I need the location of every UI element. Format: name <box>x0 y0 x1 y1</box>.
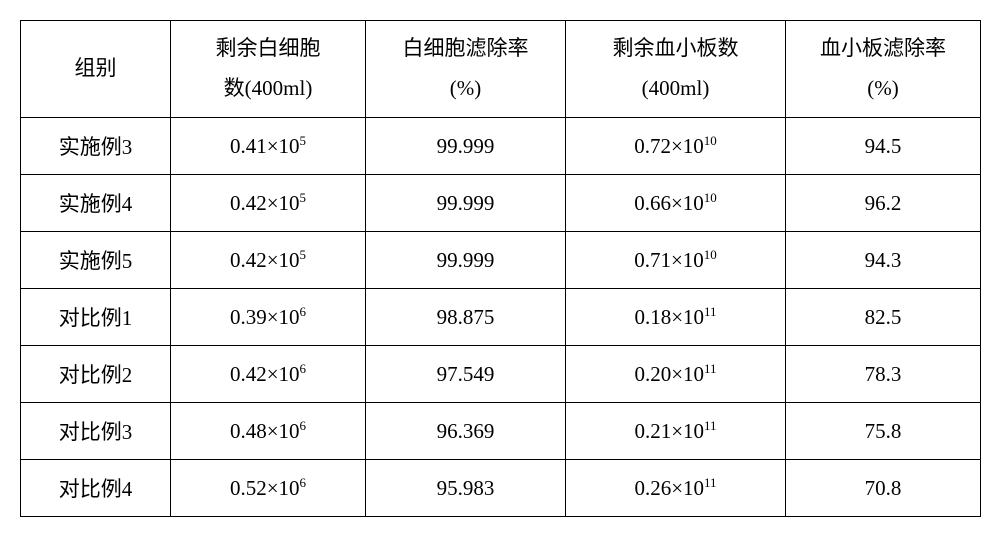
col-header-residual-wbc: 剩余白细胞 数(400ml) <box>171 21 366 118</box>
col-header-residual-platelet: 剩余血小板数 (400ml) <box>566 21 786 118</box>
col-header-line2: (400ml) <box>642 76 710 100</box>
cell-wbc-removal: 95.983 <box>366 460 566 517</box>
cell-group-label: 实施例5 <box>21 232 171 289</box>
cell-residual-platelet: 0.66×1010 <box>566 175 786 232</box>
col-header-line1: 剩余血小板数 <box>613 36 739 60</box>
cell-wbc-removal: 99.999 <box>366 118 566 175</box>
cell-wbc-removal: 99.999 <box>366 232 566 289</box>
table-body: 实施例30.41×10599.9990.72×101094.5实施例40.42×… <box>21 118 981 517</box>
cell-platelet-removal: 94.3 <box>786 232 981 289</box>
table-row: 实施例40.42×10599.9990.66×101096.2 <box>21 175 981 232</box>
cell-platelet-removal: 96.2 <box>786 175 981 232</box>
col-header-line1: 血小板滤除率 <box>820 36 946 60</box>
col-header-line1: 组别 <box>75 56 117 80</box>
cell-group-label: 实施例3 <box>21 118 171 175</box>
col-header-line1: 白细胞滤除率 <box>403 36 529 60</box>
cell-wbc-removal: 97.549 <box>366 346 566 403</box>
col-header-line2: (%) <box>450 76 481 100</box>
cell-platelet-removal: 94.5 <box>786 118 981 175</box>
cell-residual-wbc: 0.39×106 <box>171 289 366 346</box>
cell-group-label: 对比例2 <box>21 346 171 403</box>
cell-group-label: 对比例3 <box>21 403 171 460</box>
table-row: 对比例10.39×10698.8750.18×101182.5 <box>21 289 981 346</box>
col-header-line1: 剩余白细胞 <box>216 36 321 60</box>
cell-group-label: 实施例4 <box>21 175 171 232</box>
cell-residual-platelet: 0.72×1010 <box>566 118 786 175</box>
col-header-line2: (%) <box>867 76 898 100</box>
col-header-wbc-removal: 白细胞滤除率 (%) <box>366 21 566 118</box>
cell-residual-platelet: 0.26×1011 <box>566 460 786 517</box>
cell-platelet-removal: 78.3 <box>786 346 981 403</box>
table-row: 对比例20.42×10697.5490.20×101178.3 <box>21 346 981 403</box>
cell-residual-wbc: 0.48×106 <box>171 403 366 460</box>
cell-platelet-removal: 82.5 <box>786 289 981 346</box>
col-header-group: 组别 <box>21 21 171 118</box>
cell-residual-platelet: 0.20×1011 <box>566 346 786 403</box>
cell-group-label: 对比例4 <box>21 460 171 517</box>
col-header-line2: 数(400ml) <box>224 76 313 100</box>
cell-residual-platelet: 0.21×1011 <box>566 403 786 460</box>
cell-residual-wbc: 0.42×105 <box>171 175 366 232</box>
cell-platelet-removal: 75.8 <box>786 403 981 460</box>
data-table: 组别 剩余白细胞 数(400ml) 白细胞滤除率 (%) 剩余血小板数 (400… <box>20 20 981 517</box>
cell-wbc-removal: 99.999 <box>366 175 566 232</box>
cell-group-label: 对比例1 <box>21 289 171 346</box>
cell-residual-wbc: 0.52×106 <box>171 460 366 517</box>
cell-residual-wbc: 0.42×106 <box>171 346 366 403</box>
table-header-row: 组别 剩余白细胞 数(400ml) 白细胞滤除率 (%) 剩余血小板数 (400… <box>21 21 981 118</box>
table-row: 实施例30.41×10599.9990.72×101094.5 <box>21 118 981 175</box>
table-row: 实施例50.42×10599.9990.71×101094.3 <box>21 232 981 289</box>
col-header-platelet-removal: 血小板滤除率 (%) <box>786 21 981 118</box>
cell-platelet-removal: 70.8 <box>786 460 981 517</box>
table-row: 对比例30.48×10696.3690.21×101175.8 <box>21 403 981 460</box>
cell-residual-wbc: 0.41×105 <box>171 118 366 175</box>
table-row: 对比例40.52×10695.9830.26×101170.8 <box>21 460 981 517</box>
cell-residual-platelet: 0.71×1010 <box>566 232 786 289</box>
cell-residual-platelet: 0.18×1011 <box>566 289 786 346</box>
cell-wbc-removal: 98.875 <box>366 289 566 346</box>
cell-wbc-removal: 96.369 <box>366 403 566 460</box>
cell-residual-wbc: 0.42×105 <box>171 232 366 289</box>
